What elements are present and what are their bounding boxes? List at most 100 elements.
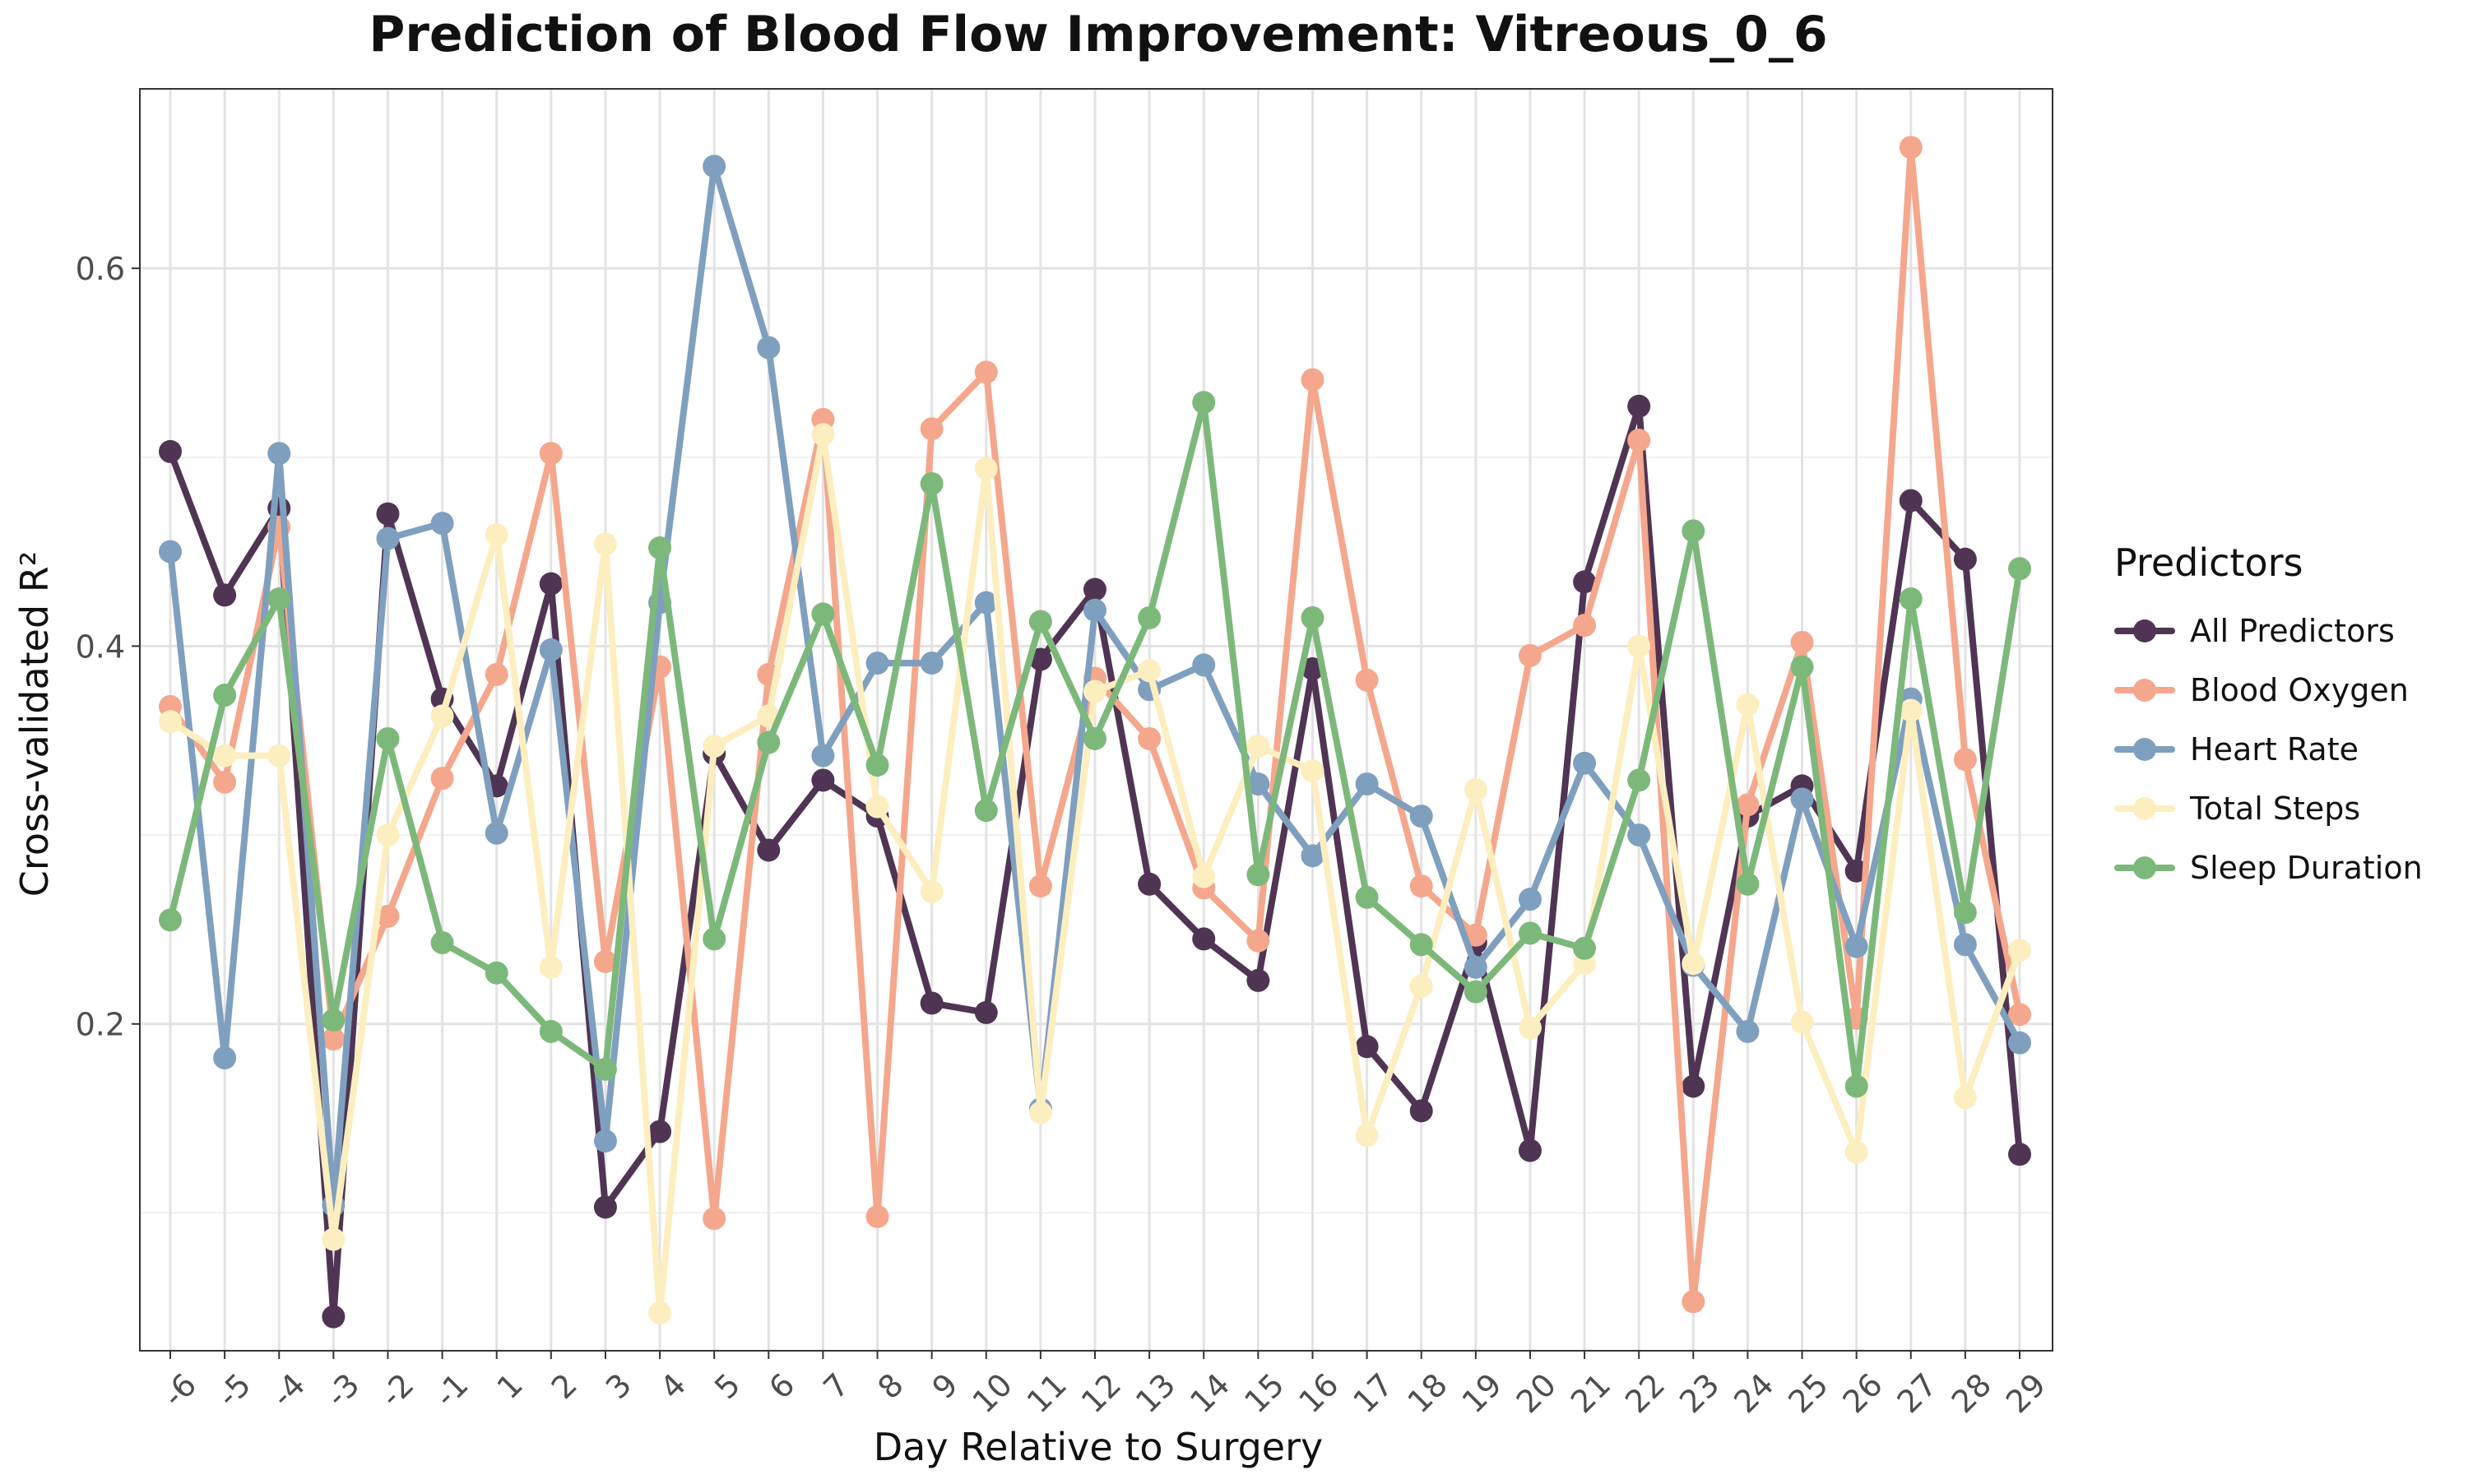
- data-point-all-predictors: [648, 1120, 672, 1143]
- data-point-all-predictors: [322, 1305, 346, 1329]
- legend-label: Total Steps: [2189, 791, 2360, 827]
- x-tick-label: 13: [1129, 1366, 1182, 1420]
- data-point-all-predictors: [1899, 489, 1923, 512]
- data-point-heart-rate: [593, 1129, 617, 1153]
- data-point-all-predictors: [1192, 927, 1216, 951]
- legend-item-total-steps: Total Steps: [2114, 791, 2360, 827]
- x-tick-label: 4: [653, 1366, 693, 1406]
- x-tick-label: 22: [1618, 1366, 1672, 1420]
- data-point-sleep-duration: [1953, 901, 1977, 925]
- x-tick-label: 27: [1890, 1366, 1944, 1420]
- data-point-heart-rate: [1953, 933, 1977, 957]
- x-tick-label: 21: [1564, 1366, 1617, 1420]
- data-point-sleep-duration: [1083, 726, 1106, 750]
- data-point-sleep-duration: [322, 1009, 346, 1032]
- data-point-all-predictors: [213, 583, 237, 607]
- data-point-blood-oxygen: [376, 904, 400, 928]
- data-point-total-steps: [322, 1227, 346, 1251]
- data-point-sleep-duration: [1192, 391, 1216, 415]
- x-tick-label: -3: [319, 1366, 367, 1414]
- data-point-heart-rate: [1301, 844, 1324, 868]
- data-point-all-predictors: [1682, 1074, 1705, 1098]
- data-point-all-predictors: [1083, 577, 1106, 601]
- data-point-total-steps: [376, 823, 400, 847]
- data-point-total-steps: [1083, 679, 1106, 703]
- data-point-all-predictors: [593, 1195, 617, 1219]
- data-point-heart-rate: [213, 1046, 237, 1070]
- data-point-total-steps: [1790, 1010, 1814, 1034]
- data-point-blood-oxygen: [539, 442, 563, 466]
- data-point-all-predictors: [920, 991, 944, 1015]
- data-point-sleep-duration: [1301, 605, 1324, 629]
- data-point-all-predictors: [1246, 968, 1270, 992]
- x-tick-label: 2: [545, 1366, 584, 1406]
- legend-label: Sleep Duration: [2190, 850, 2423, 886]
- data-point-all-predictors: [757, 838, 781, 862]
- x-tick-label: 14: [1183, 1366, 1236, 1420]
- data-point-blood-oxygen: [1627, 429, 1651, 452]
- legend-key-marker: [2133, 856, 2156, 879]
- x-tick-label: 11: [1020, 1366, 1074, 1420]
- data-point-heart-rate: [1627, 823, 1651, 847]
- data-point-total-steps: [159, 710, 182, 734]
- data-point-blood-oxygen: [1138, 726, 1162, 750]
- data-point-heart-rate: [974, 591, 998, 614]
- y-axis-label: Cross-validated R²: [12, 551, 57, 897]
- data-point-sleep-duration: [1573, 936, 1597, 960]
- data-point-heart-rate: [1844, 934, 1868, 958]
- data-point-all-predictors: [974, 1000, 998, 1024]
- data-point-blood-oxygen: [485, 662, 508, 686]
- data-point-heart-rate: [1573, 751, 1597, 775]
- data-point-sleep-duration: [1790, 655, 1814, 679]
- data-point-all-predictors: [2008, 1143, 2031, 1166]
- y-tick-label: 0.4: [76, 628, 125, 665]
- data-point-sleep-duration: [267, 587, 291, 611]
- data-point-total-steps: [1627, 634, 1651, 658]
- data-point-total-steps: [1953, 1086, 1977, 1110]
- data-point-sleep-duration: [648, 536, 672, 560]
- data-point-total-steps: [648, 1301, 672, 1325]
- plot-border: [139, 88, 2053, 1352]
- data-point-sleep-duration: [1627, 768, 1651, 792]
- data-point-sleep-duration: [539, 1019, 563, 1043]
- data-point-heart-rate: [1083, 598, 1106, 622]
- data-point-all-predictors: [1573, 570, 1597, 594]
- data-point-heart-rate: [267, 442, 291, 466]
- data-point-all-predictors: [1028, 647, 1052, 671]
- x-tick-label: 16: [1292, 1366, 1345, 1420]
- x-tick-label: -1: [428, 1366, 476, 1414]
- x-tick-label: -4: [264, 1366, 312, 1414]
- series-heart-rate: [159, 155, 2031, 1217]
- data-point-sleep-duration: [974, 799, 998, 823]
- data-point-heart-rate: [920, 652, 944, 675]
- data-point-total-steps: [1464, 777, 1487, 801]
- x-tick-label: 29: [1999, 1366, 2053, 1420]
- data-point-blood-oxygen: [1355, 668, 1379, 692]
- data-point-all-predictors: [376, 502, 400, 526]
- data-point-total-steps: [974, 457, 998, 480]
- data-point-heart-rate: [703, 155, 726, 179]
- legend-label: Heart Rate: [2190, 731, 2359, 768]
- legend-key-marker: [2133, 619, 2156, 642]
- legend-key-marker: [2133, 738, 2156, 761]
- series-total-steps: [159, 423, 2031, 1325]
- legend-item-blood-oxygen: Blood Oxygen: [2114, 672, 2409, 708]
- data-point-total-steps: [1355, 1124, 1379, 1148]
- data-point-blood-oxygen: [974, 360, 998, 384]
- data-point-sleep-duration: [1246, 863, 1270, 887]
- data-point-sleep-duration: [159, 908, 182, 932]
- data-point-heart-rate: [1464, 955, 1487, 979]
- data-point-all-predictors: [1518, 1139, 1542, 1162]
- data-point-heart-rate: [1192, 653, 1216, 677]
- data-point-all-predictors: [1627, 394, 1651, 418]
- series-sleep-duration: [159, 391, 2031, 1098]
- data-point-blood-oxygen: [920, 417, 944, 441]
- data-point-all-predictors: [1409, 1099, 1433, 1123]
- legend: Predictors All Predictors Blood Oxygen Hea…: [2114, 540, 2423, 886]
- grid: [140, 89, 2053, 1351]
- legend-item-sleep-duration: Sleep Duration: [2114, 850, 2423, 886]
- series-blood-oxygen: [159, 136, 2031, 1314]
- data-point-all-predictors: [1953, 547, 1977, 571]
- data-point-sleep-duration: [811, 602, 835, 626]
